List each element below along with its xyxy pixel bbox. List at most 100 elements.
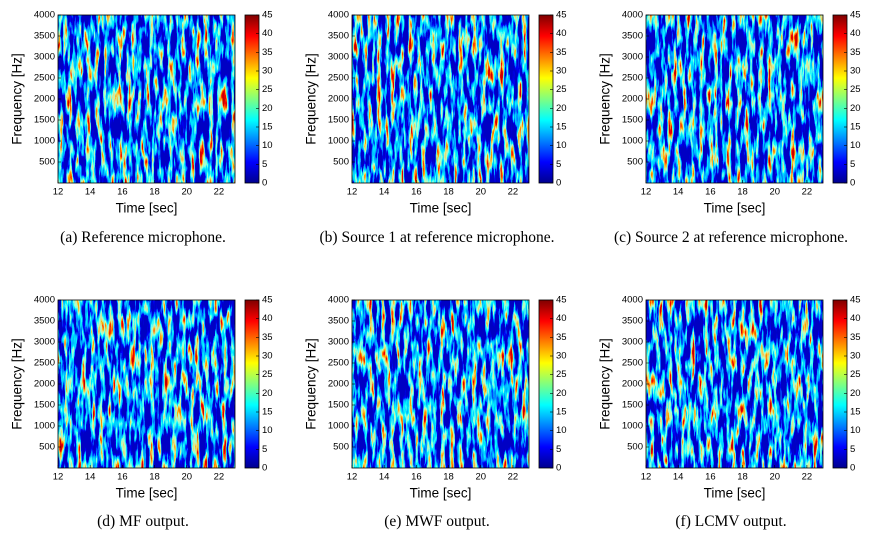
- x-axis-label: Time [sec]: [116, 486, 178, 501]
- y-tick-label: 1500: [328, 115, 349, 126]
- x-tick-label: 14: [85, 187, 96, 198]
- x-tick-label: 16: [117, 472, 128, 483]
- y-tick-label: 3000: [622, 337, 643, 348]
- colorbar-tick-label: 25: [850, 84, 861, 95]
- y-tick-label: 2500: [34, 73, 55, 84]
- y-tick-label: 3000: [328, 52, 349, 63]
- colorbar-tick-label: 40: [850, 313, 861, 324]
- y-tick-label: 500: [39, 157, 55, 168]
- caption: (b) Source 1 at reference micro­phone.: [319, 229, 555, 246]
- colorbar-tick-label: 20: [556, 103, 567, 114]
- colorbar-tick-label: 0: [556, 463, 561, 474]
- y-axis-label: Frequency [Hz]: [10, 53, 25, 145]
- y-tick-label: 1000: [328, 136, 349, 147]
- y-tick-label: 1500: [328, 400, 349, 411]
- colorbar-tick-label: 0: [262, 178, 267, 189]
- y-tick-label: 1000: [34, 421, 55, 432]
- y-tick-label: 2500: [622, 73, 643, 84]
- x-tick-label: 18: [149, 472, 160, 483]
- caption: (f) LCMV output.: [675, 513, 787, 530]
- colorbar-tick-label: 20: [850, 388, 861, 399]
- colorbar-tick-label: 25: [556, 369, 567, 380]
- x-tick-label: 18: [443, 187, 454, 198]
- colorbar-tick-label: 40: [556, 28, 567, 39]
- y-tick-label: 3500: [34, 316, 55, 327]
- x-tick-label: 18: [737, 472, 748, 483]
- colorbar-tick-label: 15: [262, 122, 273, 133]
- colorbar-tick-label: 30: [850, 351, 861, 362]
- colorbar: [832, 299, 848, 469]
- colorbar-tick-label: 45: [262, 295, 273, 306]
- x-tick-label: 22: [508, 187, 519, 198]
- y-tick-label: 4000: [34, 10, 55, 21]
- spectrogram-image: [352, 300, 529, 468]
- colorbar-tick-label: 5: [850, 444, 855, 455]
- y-tick-label: 3000: [34, 337, 55, 348]
- y-tick-label: 1000: [34, 136, 55, 147]
- y-tick-label: 3000: [622, 52, 643, 63]
- colorbar-tick-label: 5: [556, 159, 561, 170]
- colorbar-tick-label: 40: [556, 313, 567, 324]
- y-tick-label: 4000: [34, 295, 55, 306]
- colorbar-tick-label: 20: [262, 103, 273, 114]
- x-tick-label: 18: [149, 187, 160, 198]
- y-tick-label: 500: [627, 442, 643, 453]
- y-axis-label: Frequency [Hz]: [304, 338, 319, 430]
- colorbar-tick-label: 30: [262, 351, 273, 362]
- colorbar-tick-label: 40: [262, 28, 273, 39]
- colorbar-tick-label: 15: [850, 122, 861, 133]
- colorbar-tick-label: 15: [850, 407, 861, 418]
- x-tick-label: 12: [53, 472, 64, 483]
- colorbar-tick-label: 45: [262, 10, 273, 21]
- colorbar-tick-label: 30: [850, 66, 861, 77]
- spectrogram-image: [352, 15, 529, 183]
- colorbar-tick-label: 25: [850, 369, 861, 380]
- colorbar-tick-label: 35: [850, 47, 861, 58]
- x-tick-label: 14: [379, 187, 390, 198]
- colorbar-tick-label: 35: [262, 332, 273, 343]
- y-tick-label: 4000: [328, 10, 349, 21]
- colorbar-tick-label: 15: [556, 122, 567, 133]
- x-tick-label: 22: [802, 187, 813, 198]
- spectrogram-image: [58, 300, 235, 468]
- colorbar-tick-label: 30: [556, 351, 567, 362]
- y-tick-label: 500: [333, 157, 349, 168]
- x-tick-label: 16: [411, 187, 422, 198]
- y-tick-label: 3000: [328, 337, 349, 348]
- y-tick-label: 500: [39, 442, 55, 453]
- y-axis-label: Frequency [Hz]: [598, 338, 613, 430]
- colorbar-tick-label: 10: [262, 425, 273, 436]
- x-tick-label: 20: [181, 187, 192, 198]
- colorbar-tick-label: 10: [850, 425, 861, 436]
- colorbar-tick-label: 20: [850, 103, 861, 114]
- x-tick-label: 14: [85, 472, 96, 483]
- x-tick-label: 16: [117, 187, 128, 198]
- colorbar-tick-label: 0: [850, 463, 855, 474]
- spectrogram-image: [58, 15, 235, 183]
- x-tick-label: 22: [802, 472, 813, 483]
- colorbar-tick-label: 0: [556, 178, 561, 189]
- y-tick-label: 4000: [622, 10, 643, 21]
- colorbar-tick-label: 25: [262, 84, 273, 95]
- y-tick-label: 1000: [622, 136, 643, 147]
- x-tick-label: 16: [411, 472, 422, 483]
- x-tick-label: 12: [347, 472, 358, 483]
- colorbar: [244, 299, 260, 469]
- colorbar-tick-label: 35: [556, 47, 567, 58]
- colorbar-tick-label: 40: [850, 28, 861, 39]
- y-tick-label: 3000: [34, 52, 55, 63]
- colorbar-tick-label: 45: [850, 10, 861, 21]
- spectrogram-image: [646, 15, 823, 183]
- y-tick-label: 3500: [34, 31, 55, 42]
- x-tick-label: 20: [769, 187, 780, 198]
- colorbar-tick-label: 5: [262, 159, 267, 170]
- y-tick-label: 500: [333, 442, 349, 453]
- colorbar-tick-label: 45: [556, 295, 567, 306]
- caption: (d) MF output.: [97, 513, 189, 530]
- colorbar-tick-label: 0: [850, 178, 855, 189]
- x-axis-label: Time [sec]: [116, 201, 178, 216]
- x-tick-label: 22: [214, 472, 225, 483]
- colorbar-tick-label: 5: [556, 444, 561, 455]
